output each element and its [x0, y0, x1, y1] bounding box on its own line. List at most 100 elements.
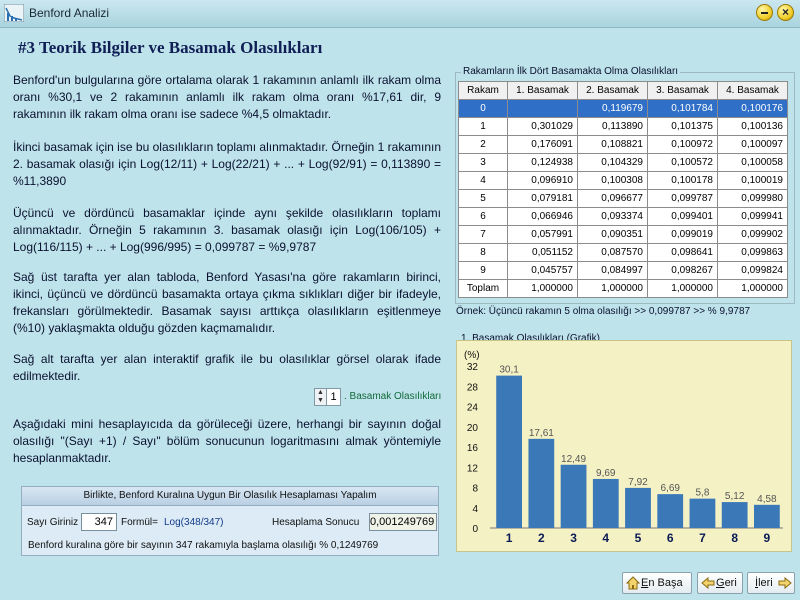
- table-row[interactable]: 8 0,051152 0,087570 0,098641 0,099863: [458, 243, 788, 262]
- probability-cell: 0,087570: [577, 243, 648, 262]
- table-row[interactable]: Toplam 1,000000 1,000000 1,000000 1,000000: [458, 279, 788, 298]
- back-button[interactable]: Geri: [697, 572, 743, 594]
- bar: [592, 478, 619, 528]
- stepper-up-icon[interactable]: ▲: [317, 389, 324, 396]
- close-icon: ×: [781, 5, 789, 19]
- example-text: Örnek: Üçüncü rakamın 5 olma olasılığı >…: [456, 306, 751, 317]
- table-row[interactable]: 9 0,045757 0,084997 0,098267 0,099824: [458, 261, 788, 280]
- bar: [496, 375, 522, 528]
- paragraph-calculator-info: Aşağıdaki mini hesaplayıcıda da görülece…: [13, 417, 441, 465]
- bar: [689, 498, 716, 528]
- probability-cell: 0,096677: [577, 189, 648, 208]
- probability-cell: 0,099019: [647, 225, 718, 244]
- bar-value-label: 5,8: [695, 488, 709, 499]
- result-label: Hesaplama Sonucu: [272, 517, 360, 528]
- probability-cell: 0,100019: [717, 171, 788, 190]
- y-tick-label: 24: [467, 403, 479, 414]
- back-button-label: eri: [724, 577, 737, 589]
- table-row[interactable]: 1 0,301029 0,113890 0,101375 0,100136: [458, 117, 788, 136]
- x-tick-label: 6: [667, 531, 674, 545]
- probability-cell: 0,099941: [717, 207, 788, 226]
- column-header: Rakam: [458, 81, 508, 100]
- title-bar: Benford Analizi ×: [0, 0, 800, 28]
- y-axis-label: (%): [464, 350, 480, 361]
- paragraph-second-digit: İkinci basamak için ise bu olasılıkların…: [13, 140, 441, 188]
- digit-cell: 4: [458, 171, 508, 190]
- digit-cell: 2: [458, 135, 508, 154]
- bar: [657, 494, 684, 528]
- digit-cell: 7: [458, 225, 508, 244]
- y-tick-label: 20: [467, 423, 479, 434]
- table-row[interactable]: 7 0,057991 0,090351 0,099019 0,099902: [458, 225, 788, 244]
- probability-cell: 0,176091: [507, 135, 578, 154]
- close-button[interactable]: ×: [777, 4, 794, 21]
- digit-probability-chart[interactable]: (%) 0 4 8 12 16 20 24 28 32 30,1 1 17,61 2 12,49 3 9,69 4…: [456, 340, 790, 550]
- bar-value-label: 5,12: [725, 491, 745, 502]
- window-title: Benford Analizi: [29, 6, 110, 20]
- bar-value-label: 12,49: [561, 454, 586, 465]
- formula-value: Log(348/347): [164, 517, 224, 528]
- probability-cell: 0,301029: [507, 117, 578, 136]
- calculator-title: Birlikte, Benford Kuralına Uygun Bir Ola…: [22, 487, 438, 506]
- probability-table-title: Rakamların İlk Dört Basamakta Olma Olası…: [461, 66, 681, 77]
- bar: [528, 438, 555, 528]
- number-input[interactable]: 347: [81, 513, 117, 531]
- probability-cell: [507, 99, 578, 118]
- probability-cell: 0,100136: [717, 117, 788, 136]
- probability-cell: 0,113890: [577, 117, 648, 136]
- minimize-button[interactable]: [756, 4, 773, 21]
- y-tick-label: 16: [467, 443, 479, 454]
- home-button-accel: E: [641, 577, 649, 589]
- probability-cell: 1,000000: [577, 279, 648, 298]
- probability-cell: 0,099980: [717, 189, 788, 208]
- digit-stepper[interactable]: ▲ ▼: [314, 388, 327, 406]
- column-header: 3. Basamak: [647, 81, 718, 100]
- table-row[interactable]: 3 0,124938 0,104329 0,100572 0,100058: [458, 153, 788, 172]
- probability-cell: 0,108821: [577, 135, 648, 154]
- number-input-label: Sayı Giriniz: [27, 517, 79, 528]
- probability-cell: 0,098641: [647, 243, 718, 262]
- chart-title: 1. Basamak Olasılıkları (Grafik): [461, 333, 600, 344]
- probability-cell: 0,084997: [577, 261, 648, 280]
- probability-cell: 0,124938: [507, 153, 578, 172]
- next-button-accel: İ: [755, 577, 759, 589]
- digit-cell: 0: [458, 99, 508, 118]
- probability-cell: 0,096910: [507, 171, 578, 190]
- digit-cell: 3: [458, 153, 508, 172]
- digit-stepper-label: . Basamak Olasılıkları: [344, 391, 442, 402]
- probability-cell: 0,066946: [507, 207, 578, 226]
- probability-cell: 0,098267: [647, 261, 718, 280]
- next-button-label: leri: [758, 577, 773, 589]
- probability-cell: 0,104329: [577, 153, 648, 172]
- y-tick-label: 0: [472, 524, 478, 535]
- home-button[interactable]: En Başa: [622, 572, 692, 594]
- column-header: 2. Basamak: [577, 81, 648, 100]
- probability-cell: 0,100308: [577, 171, 648, 190]
- table-row[interactable]: 6 0,066946 0,093374 0,099401 0,099941: [458, 207, 788, 226]
- app-chart-icon: [4, 4, 24, 22]
- table-row[interactable]: 4 0,096910 0,100308 0,100178 0,100019: [458, 171, 788, 190]
- table-row[interactable]: 2 0,176091 0,108821 0,100972 0,100097: [458, 135, 788, 154]
- probability-cell: 0,100176: [717, 99, 788, 118]
- bar: [754, 504, 780, 528]
- probability-cell: 0,093374: [577, 207, 648, 226]
- probability-cell: 0,101375: [647, 117, 718, 136]
- stepper-down-icon[interactable]: ▼: [317, 397, 324, 404]
- digit-cell: 8: [458, 243, 508, 262]
- x-tick-label: 4: [602, 531, 609, 545]
- digit-cell: 5: [458, 189, 508, 208]
- next-button[interactable]: İleri: [747, 572, 795, 594]
- x-tick-label: 3: [570, 531, 577, 545]
- digit-stepper-value[interactable]: 1: [327, 388, 341, 406]
- home-button-label: n Başa: [648, 577, 683, 589]
- probability-cell: 0,099863: [717, 243, 788, 262]
- table-row[interactable]: 0 0,119679 0,101784 0,100176: [458, 99, 788, 118]
- paragraph-first-digit: Benford'un bulgularına göre ortalama ola…: [13, 73, 441, 121]
- probability-cell: 0,051152: [507, 243, 578, 262]
- table-row[interactable]: 5 0,079181 0,096677 0,099787 0,099980: [458, 189, 788, 208]
- probability-cell: 0,099787: [647, 189, 718, 208]
- digit-cell: Toplam: [458, 279, 508, 298]
- bar-value-label: 9,69: [596, 468, 616, 479]
- probability-cell: 0,100058: [717, 153, 788, 172]
- home-icon: [626, 576, 640, 590]
